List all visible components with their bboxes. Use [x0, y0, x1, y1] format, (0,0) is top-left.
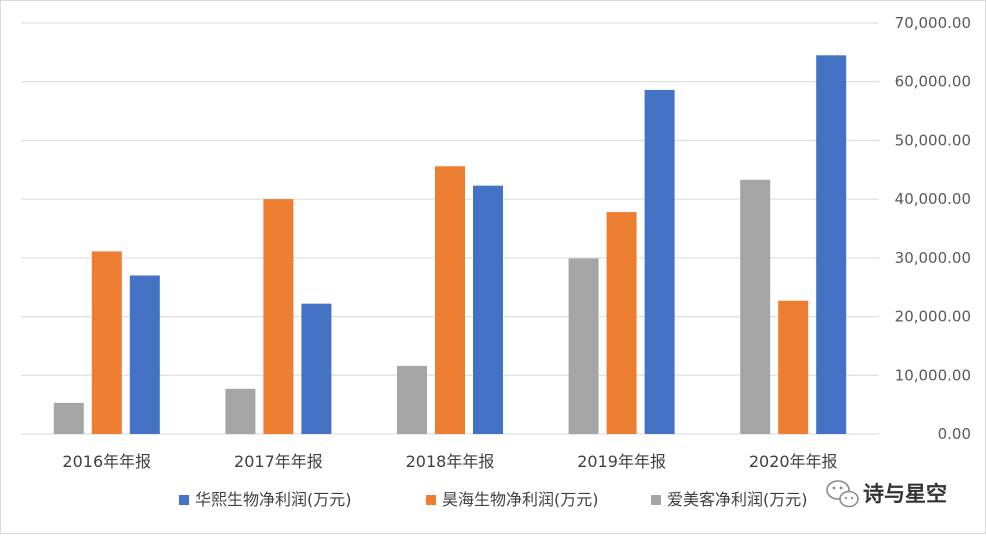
bar: [816, 55, 847, 435]
bar: [225, 388, 256, 434]
legend-label: 华熙生物净利润(万元): [195, 490, 352, 509]
y-tick-label: 50,000.00: [895, 131, 971, 149]
bar: [301, 303, 332, 434]
x-category-label: 2019年年报: [577, 452, 666, 471]
y-tick-label: 0.00: [938, 425, 971, 443]
x-axis-categories: 2016年年报 2017年年报 2018年年报 2019年年报 2020年年报: [62, 452, 837, 471]
wechat-icon: [826, 480, 859, 508]
bar: [91, 251, 122, 434]
legend-label: 爱美客净利润(万元): [667, 490, 808, 509]
bar: [53, 402, 84, 434]
x-category-label: 2016年年报: [62, 452, 151, 471]
legend-swatch: [426, 495, 436, 505]
x-category-label: 2018年年报: [406, 452, 495, 471]
x-category-label: 2020年年报: [749, 452, 838, 471]
bars: [53, 55, 847, 435]
y-tick-label: 20,000.00: [895, 308, 971, 326]
legend-swatch: [179, 495, 189, 505]
y-tick-label: 30,000.00: [895, 249, 971, 267]
bar: [129, 275, 160, 434]
y-tick-label: 10,000.00: [895, 366, 971, 384]
bar: [263, 199, 294, 434]
x-category-label: 2017年年报: [234, 452, 323, 471]
bar: [435, 166, 465, 434]
y-tick-label: 60,000.00: [895, 73, 971, 91]
bar: [606, 212, 637, 434]
bar: [778, 300, 809, 434]
y-axis-ticks: 0.00 10,000.00 20,000.00 30,000.00 40,000.00…: [895, 14, 971, 443]
legend-label: 昊海生物净利润(万元): [442, 490, 599, 509]
legend: 华熙生物净利润(万元) 昊海生物净利润(万元) 爱美客净利润(万元): [179, 490, 808, 509]
bar: [740, 179, 771, 434]
bar: [473, 185, 503, 434]
bar: [568, 258, 599, 434]
watermark-text: 诗与星空: [863, 482, 947, 506]
bar: [644, 89, 675, 434]
y-tick-label: 40,000.00: [895, 190, 971, 208]
y-tick-label: 70,000.00: [895, 14, 971, 32]
bar: [397, 365, 427, 434]
watermark: 诗与星空: [826, 480, 947, 508]
legend-swatch: [651, 495, 661, 505]
